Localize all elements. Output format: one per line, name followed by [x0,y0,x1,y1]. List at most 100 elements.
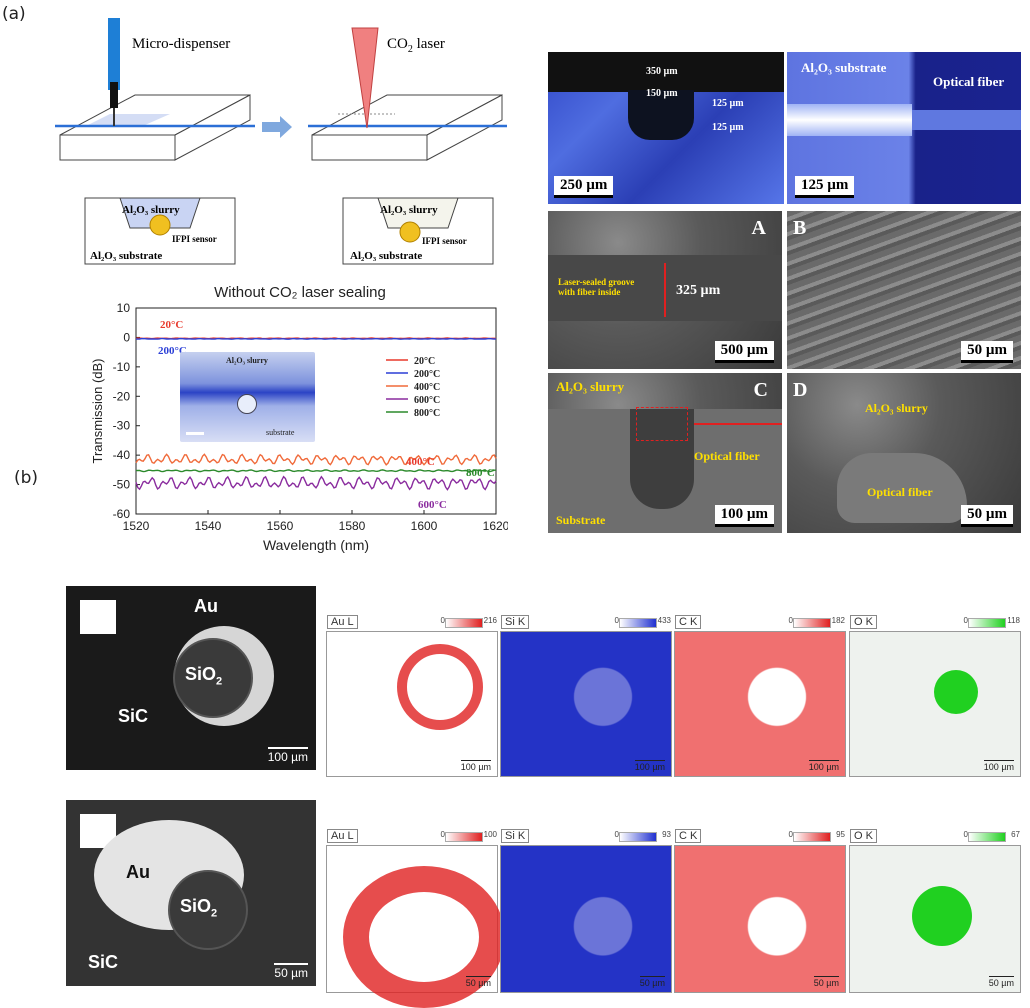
sem-scale-bar: 100 µm [267,747,308,764]
map-colorbar-max: 67 [1011,830,1020,839]
chart-title: Without CO₂ laser sealing [214,284,386,301]
curve-annotation: 400°C [406,456,435,468]
map-scale-bar: 100 µm [634,760,665,772]
sem-sample-image: Au SiO2 SiC 50 µm [66,800,316,986]
y-tick-label: -10 [113,360,131,374]
sem-image-b: B 50 µm [787,211,1021,369]
panel-b-label: (b) [14,468,39,488]
legend-label: 200°C [414,369,440,380]
map-colorbar-min: 0 [788,616,793,625]
sio2-label: SiO2 [180,896,218,920]
map-colorbar [445,618,483,628]
map-colorbar [968,832,1006,842]
y-tick-label: -20 [113,389,131,403]
x-tick-label: 1580 [339,519,366,533]
element-map-c-k: C K 0 182 100 µm [674,615,846,777]
map-scale-bar: 50 µm [465,976,491,988]
x-tick-label: 1560 [267,519,294,533]
sem-sample-image: Au SiO2 SiC 100 µm [66,586,316,770]
au-label: Au [194,596,218,616]
map-element-tag: C K [675,829,702,843]
micrograph-fiber-top-view: Al₂O₃ substrate Optical fiber 125 µm [787,52,1021,204]
y-tick-label: -40 [113,448,131,462]
substrate-label-2: Al₂O₃ substrate [350,250,423,262]
map-colorbar-max: 95 [836,830,845,839]
y-tick-label: -60 [113,507,131,521]
map-colorbar-max: 118 [1007,616,1020,625]
sem-scale-bar: 50 µm [274,963,308,980]
map-colorbar-max: 182 [831,616,845,625]
transmission-chart: 1520 1540 1560 1580 1600 1620 10 0 -10 -20 -30 -40 -… [90,301,508,553]
element-map-si-k: Si K 0 93 50 µm [500,829,672,993]
map-element-tag: O K [850,829,877,843]
map-colorbar-min: 0 [963,830,968,839]
arrow-icon [262,116,292,138]
y-tick-label: -50 [113,478,131,492]
map-colorbar [968,618,1006,628]
map-element-tag: Au L [327,829,358,843]
series-line-800°C [135,469,496,473]
map-scale-bar: 50 µm [988,976,1014,988]
slurry-label-2: Al₂O₃ slurry [380,204,438,216]
sensor-label-1: IFPI sensor [172,234,217,244]
map-scale-bar: 50 µm [813,976,839,988]
panel-a-label: (a) [2,4,26,24]
legend-label: 600°C [414,395,440,406]
map-colorbar-min: 0 [440,616,445,625]
map-element-tag: C K [675,615,702,629]
series-line-200°C [135,337,497,340]
legend-label: 20°C [414,356,435,367]
curve-annotation: 200°C [158,345,187,357]
map-colorbar [445,832,483,842]
curve-annotation: 20°C [160,319,183,331]
y-tick-label: 0 [123,330,130,344]
laser-label: CO2 laser [387,36,445,55]
fabrication-schematic [55,18,507,265]
sensor-label-2: IFPI sensor [422,236,467,246]
map-element-tag: Si K [501,829,530,843]
map-scale-bar: 100 µm [983,760,1014,772]
element-map-au-l: Au L 0 100 50 µm [326,829,505,1008]
plot-frame [135,307,497,515]
substrate-label-1: Al₂O₃ substrate [90,250,163,262]
y-axis-label: Transmission (dB) [90,359,105,464]
map-colorbar-max: 93 [662,830,671,839]
sic-label: SiC [88,952,119,972]
sem-image-d: D Al₂O₃ slurry Optical fiber 50 µm [787,373,1021,533]
map-colorbar-min: 0 [614,616,619,625]
curve-annotation: 800°C [466,467,495,479]
laser-icon [351,27,379,129]
x-tick-label: 1520 [123,519,150,533]
map-scale-bar: 50 µm [639,976,665,988]
map-colorbar-max: 216 [483,616,497,625]
element-map-o-k: O K 0 67 50 µm [849,829,1021,993]
map-scale-bar: 100 µm [460,760,491,772]
curve-annotation: 600°C [418,499,447,511]
legend-label: 800°C [414,408,440,419]
map-element-tag: Si K [501,615,530,629]
chart-inset-image: Al₂O₃ slurry substrate [180,352,315,442]
x-tick-label: 1600 [411,519,438,533]
element-map-au-l: Au L 0 216 100 µm [326,615,498,777]
sio2-label: SiO2 [185,664,223,688]
map-colorbar [793,618,831,628]
map-colorbar [619,832,657,842]
map-element-tag: Au L [327,615,358,629]
map-scale-bar: 100 µm [808,760,839,772]
element-map-si-k: Si K 0 433 100 µm [500,615,672,777]
sic-label: SiC [118,706,149,726]
map-colorbar-max: 433 [657,616,671,625]
y-tick-label: -30 [113,419,131,433]
slurry-label-1: Al₂O₃ slurry [122,204,180,216]
dispenser-label: Micro-dispenser [132,36,231,52]
sem-image-c: Al₂O₃ slurry C Optical fiber Substrate 1… [548,373,782,533]
micrograph-groove-cross-section: 350 µm 150 µm 125 µm 125 µm 250 µm [548,52,784,204]
element-map-o-k: O K 0 118 100 µm [849,615,1021,777]
series-line-400°C [135,453,497,466]
element-map-c-k: C K 0 95 50 µm [674,829,846,993]
map-colorbar-min: 0 [614,830,619,839]
map-colorbar [619,618,657,628]
sem-image-a: A Laser-sealed groove with fiber inside … [548,211,782,369]
x-tick-label: 1620 [483,519,508,533]
au-label: Au [126,862,150,882]
